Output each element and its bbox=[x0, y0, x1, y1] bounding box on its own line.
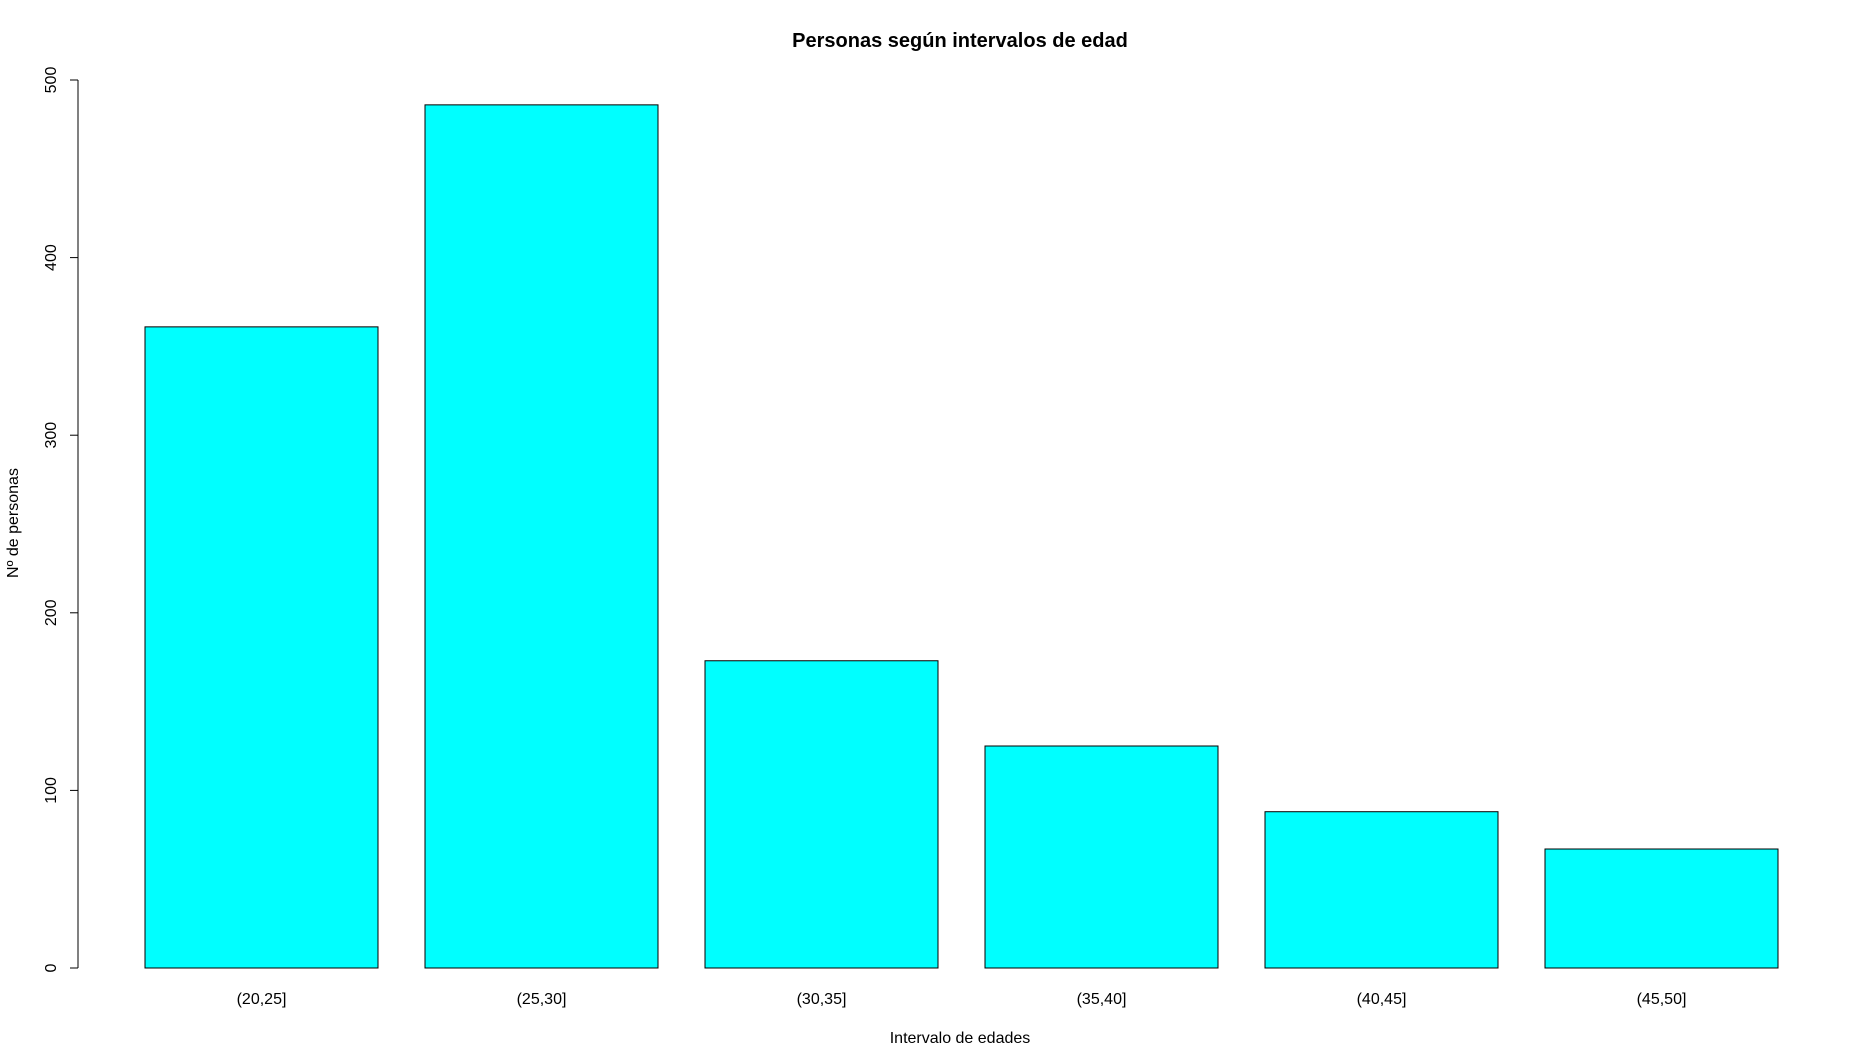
bar bbox=[704, 660, 939, 969]
bar bbox=[1544, 848, 1779, 969]
bar bbox=[424, 104, 659, 969]
x-tick-label: (35,40] bbox=[1077, 991, 1127, 1008]
chart-title: Personas según intervalos de edad bbox=[792, 30, 1128, 52]
x-tick-label: (25,30] bbox=[517, 991, 567, 1008]
x-tick-labels: (20,25] (25,30] (30,35] (35,40] (40,45] (45,5… bbox=[237, 991, 1687, 1008]
x-tick-label: (20,25] bbox=[237, 991, 287, 1008]
bars-group bbox=[144, 104, 1779, 969]
y-tick-label: 400 bbox=[43, 244, 60, 271]
y-tick-label: 0 bbox=[43, 963, 60, 972]
y-axis-label: Nº de personas bbox=[5, 468, 22, 578]
bar bbox=[1264, 811, 1499, 969]
x-tick-label: (30,35] bbox=[797, 991, 847, 1008]
y-tick-label: 100 bbox=[43, 777, 60, 804]
x-axis-label: Intervalo de edades bbox=[890, 1030, 1031, 1047]
y-tick-label: 500 bbox=[43, 67, 60, 94]
y-axis: 0 100 200 300 400 500 bbox=[43, 67, 79, 972]
x-tick-label: (45,50] bbox=[1637, 991, 1687, 1008]
y-tick-label: 200 bbox=[43, 599, 60, 626]
bar bbox=[984, 745, 1219, 969]
y-tick-label: 300 bbox=[43, 422, 60, 449]
bar bbox=[144, 326, 379, 969]
x-tick-label: (40,45] bbox=[1357, 991, 1407, 1008]
